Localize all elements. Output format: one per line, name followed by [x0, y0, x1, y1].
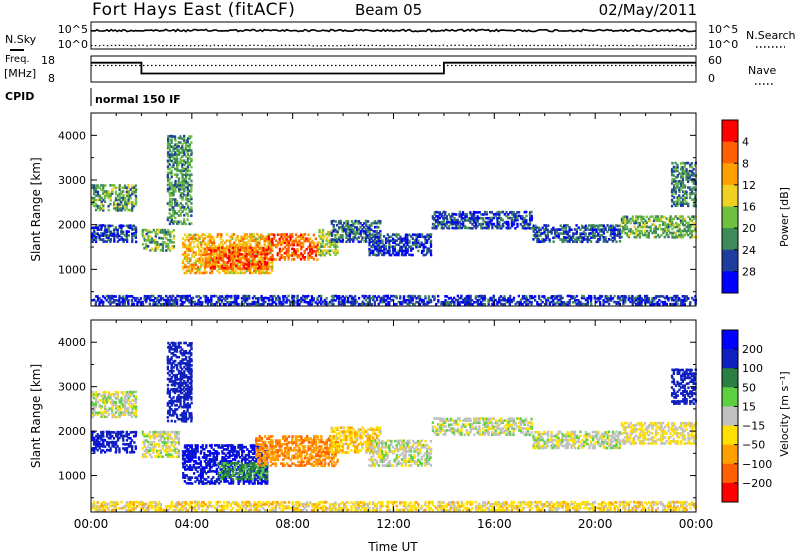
date-label: 02/May/2011: [599, 1, 697, 19]
x-tick-label: 04:00: [175, 517, 210, 531]
colorbar-swatch: [722, 120, 738, 142]
colorbar-swatch: [722, 387, 738, 407]
colorbar-swatch: [722, 349, 738, 369]
noise-search-trace: [91, 45, 696, 46]
x-tick-label: 00:00: [74, 517, 109, 531]
colorbar-swatch: [722, 368, 738, 388]
y-tick-label: 2000: [58, 425, 86, 438]
colorbar-tick-label: 15: [742, 400, 756, 413]
freq-left-label-2: [MHz]: [4, 67, 36, 80]
noise-right-label: N.Search: [746, 29, 796, 42]
power-panel: 1000 2000 3000 4000 Slant Range [km]: [29, 113, 697, 306]
freq-tick-right-top: 60: [708, 54, 722, 67]
noise-panel-frame: [91, 22, 696, 49]
nave-label: Nave: [748, 64, 776, 77]
colorbar-tick-label: −100: [742, 458, 772, 471]
colorbar-swatch: [722, 250, 738, 272]
colorbar-tick-label: 24: [742, 244, 756, 257]
y-tick-label: 3000: [58, 174, 86, 187]
power-colorbar: 4 8 12 16 20 24 28 Power [dB]: [722, 120, 791, 294]
colorbar-tick-label: 28: [742, 265, 756, 278]
y-axis-title: Slant Range [km]: [29, 157, 43, 261]
x-tick-label: 20:00: [578, 517, 613, 531]
colorbar-title: Velocity [m s⁻¹]: [778, 371, 791, 456]
beam-label: Beam 05: [355, 1, 422, 19]
y-tick-label: 3000: [58, 381, 86, 394]
noise-traces: [91, 29, 696, 46]
y-tick-label: 1000: [58, 263, 86, 276]
freq-tick-left-top: 18: [41, 54, 55, 67]
colorbar-swatch: [722, 228, 738, 250]
cpid-label: CPID: [5, 90, 34, 103]
noise-tick-right-bottom: 10^0: [708, 38, 738, 51]
noise-tick-left-bottom: 10^0: [58, 38, 88, 51]
y-tick-label: 2000: [58, 219, 86, 232]
freq-tick-left-bottom: 8: [48, 72, 55, 85]
colorbar-swatch: [722, 271, 738, 293]
colorbar-swatch: [722, 406, 738, 426]
colorbar-tick-label: 20: [742, 222, 756, 235]
x-axis-title: Time UT: [367, 540, 418, 554]
colorbar-swatch: [722, 142, 738, 164]
colorbar-tick-label: 4: [742, 136, 749, 149]
x-tick-label: 12:00: [376, 517, 411, 531]
x-tick-label: 00:00: [679, 517, 714, 531]
noise-tick-right-top: 10^5: [708, 23, 738, 36]
freq-left-label-1: Freq.: [5, 54, 30, 65]
x-tick-label: 16:00: [477, 517, 512, 531]
colorbar-swatch: [722, 207, 738, 229]
colorbar-tick-label: −50: [742, 439, 765, 452]
colorbar-swatch: [722, 464, 738, 484]
station-title: Fort Hays East (fitACF): [92, 0, 295, 20]
noise-tick-left-top: 10^5: [58, 23, 88, 36]
velocity-colorbar: 200 100 50 15 −15 −50 −100 −200 Velocity [m s⁻¹]: [722, 330, 791, 503]
noise-left-label: N.Sky: [5, 33, 37, 46]
colorbar-swatch: [722, 426, 738, 446]
colorbar-swatch: [722, 445, 738, 465]
colorbar-tick-label: 100: [742, 362, 763, 375]
colorbar-tick-label: 16: [742, 201, 756, 214]
colorbar-tick-label: −200: [742, 477, 772, 490]
colorbar-tick-label: 50: [742, 381, 756, 394]
colorbar-tick-label: 200: [742, 343, 763, 356]
colorbar-tick-label: 12: [742, 179, 756, 192]
colorbar-title: Power [dB]: [778, 187, 791, 247]
colorbar-swatch: [722, 330, 738, 350]
cpid-mode-text: normal 150 IF: [95, 93, 181, 106]
noise-sky-trace: [91, 29, 696, 31]
colorbar-swatch: [722, 185, 738, 207]
freq-tick-right-bottom: 0: [708, 72, 715, 85]
colorbar-tick-label: 8: [742, 157, 749, 170]
colorbar-swatch: [722, 483, 738, 503]
frequency-trace: [91, 63, 696, 74]
freq-traces: [91, 63, 696, 74]
freq-panel-frame: [91, 56, 696, 82]
colorbar-tick-label: −15: [742, 420, 765, 433]
colorbar-swatch: [722, 163, 738, 185]
velocity-panel: 1000 2000 3000 4000 Slant Range [km] 00:00 04:…: [29, 320, 713, 531]
x-tick-label: 08:00: [275, 517, 310, 531]
y-tick-label: 4000: [58, 336, 86, 349]
y-axis-title: Slant Range [km]: [29, 364, 43, 468]
y-tick-label: 4000: [58, 129, 86, 142]
y-tick-label: 1000: [58, 470, 86, 483]
